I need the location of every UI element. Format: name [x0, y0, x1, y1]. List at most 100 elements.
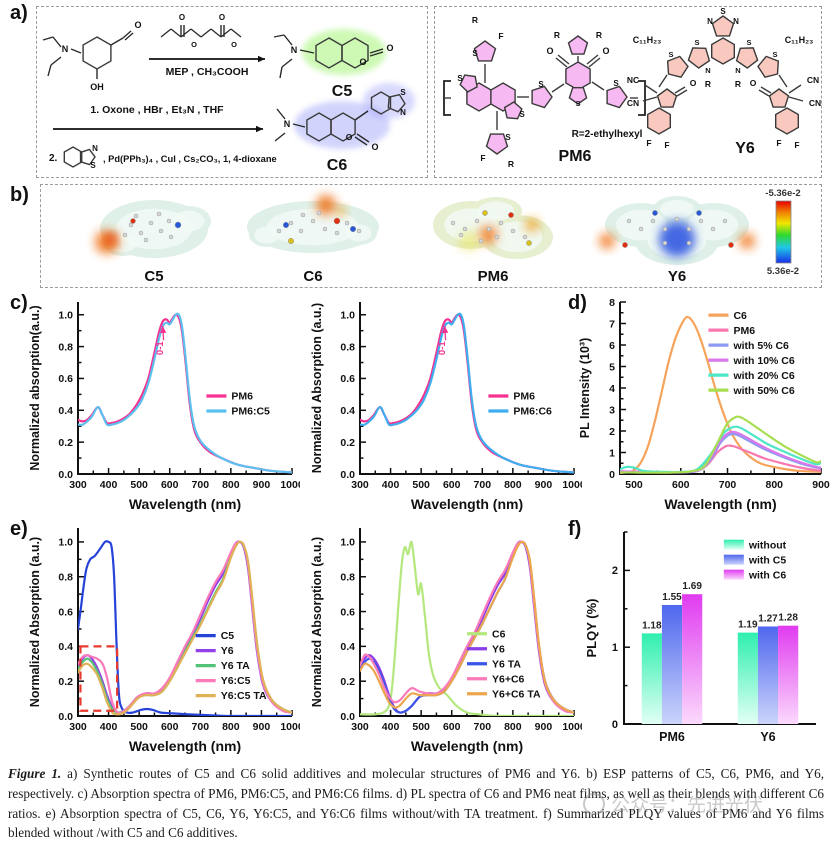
svg-text:900: 900 [535, 479, 553, 491]
svg-text:700: 700 [192, 479, 210, 491]
svg-text:800: 800 [765, 479, 783, 491]
svg-text:R: R [735, 79, 741, 89]
svg-text:0.4: 0.4 [58, 405, 73, 417]
panel-d-label: d) [568, 292, 587, 314]
panel-c-label: c) [10, 292, 28, 314]
svg-text:500: 500 [130, 721, 148, 733]
esp-patterns: C5 C6 PM6 Y6 -5.36e-2 5.36e-2 [95, 188, 801, 285]
svg-text:Normalized Absorption (a.u.): Normalized Absorption (a.u.) [28, 537, 42, 707]
svg-text:S: S [472, 49, 478, 58]
figure-caption-text: a) Synthetic routes of C5 and C6 solid a… [8, 766, 825, 841]
svg-text:N: N [705, 66, 710, 75]
svg-text:N: N [733, 17, 739, 26]
svg-text:with 10% C6: with 10% C6 [732, 355, 794, 367]
svg-text:600: 600 [443, 721, 461, 733]
series-Y6+C6 TA [360, 540, 574, 714]
svg-text:S: S [668, 50, 673, 59]
svg-text:R: R [705, 79, 711, 89]
svg-text:O: O [386, 43, 393, 53]
svg-text:N: N [707, 17, 713, 26]
svg-text:2: 2 [609, 426, 615, 438]
svg-text:Wavelength (nm): Wavelength (nm) [664, 496, 776, 512]
svg-text:500: 500 [625, 479, 643, 491]
svg-text:500: 500 [130, 479, 148, 491]
svg-text:F: F [794, 140, 799, 150]
figure-number: Figure 1. [8, 766, 62, 781]
bar-PM6-with C6 [682, 594, 703, 724]
svg-text:Y6:C5: Y6:C5 [221, 675, 251, 687]
bar-Y6-with C6 [778, 625, 799, 724]
svg-text:600: 600 [161, 721, 179, 733]
panel-b-label: b) [10, 184, 29, 206]
panel-e-label: e) [10, 518, 28, 540]
svg-text:CN: CN [627, 98, 639, 108]
series-C6 [360, 540, 574, 716]
svg-text:C6: C6 [327, 157, 348, 174]
svg-text:0.2: 0.2 [340, 676, 355, 688]
svg-text:1.0: 1.0 [58, 310, 73, 322]
svg-text:S: S [457, 74, 463, 83]
svg-text:600: 600 [672, 479, 690, 491]
svg-text:0.8: 0.8 [340, 572, 355, 584]
svg-text:C₁₁H₂₃: C₁₁H₂₃ [785, 35, 814, 45]
svg-text:C₁₁H₂₃: C₁₁H₂₃ [633, 35, 662, 45]
svg-text:900: 900 [253, 721, 271, 733]
svg-text:0.0: 0.0 [340, 711, 355, 723]
svg-text:2.: 2. [49, 153, 58, 164]
svg-text:, Pd(PPh₃)₄ , CuI , Cs₂CO₃, 1,: , Pd(PPh₃)₄ , CuI , Cs₂CO₃, 1, 4-dioxane [103, 154, 277, 164]
chart-svg-d: 500 600 700 800 900 0 1 2 3 4 5 6 7 8 Wavelength (nm) P… [578, 297, 830, 512]
svg-text:700: 700 [474, 479, 492, 491]
svg-text:Y6 TA: Y6 TA [221, 660, 250, 672]
svg-text:0: 0 [609, 469, 615, 481]
svg-text:1.28: 1.28 [778, 613, 798, 624]
synthetic-route-scheme: N O OH O O O O MEP , CH₃COOH N O O C5 1. Oxone , HBr… [42, 13, 415, 174]
panel-f-label: f) [568, 518, 582, 540]
svg-text:with C6: with C6 [748, 570, 786, 582]
svg-text:900: 900 [253, 479, 271, 491]
svg-text:0.4: 0.4 [340, 405, 355, 417]
svg-text:Normalized absorption(a.u.): Normalized absorption(a.u.) [28, 305, 42, 470]
svg-text:PM6: PM6 [733, 325, 755, 337]
svg-text:600: 600 [443, 479, 461, 491]
svg-text:1.0: 1.0 [340, 310, 355, 322]
series-PM6 [78, 313, 292, 474]
svg-text:PL Intensity (10³): PL Intensity (10³) [578, 338, 592, 438]
svg-text:1. Oxone , HBr , Et₃N , THF: 1. Oxone , HBr , Et₃N , THF [90, 104, 224, 116]
svg-text:S: S [400, 88, 406, 97]
svg-text:400: 400 [100, 721, 118, 733]
bar-Y6-without [737, 632, 758, 724]
svg-text:900: 900 [812, 479, 830, 491]
svg-text:Y6+C6 TA: Y6+C6 TA [492, 688, 541, 700]
svg-text:1: 1 [609, 447, 615, 459]
svg-text:Y6:C5 TA: Y6:C5 TA [221, 690, 267, 702]
svg-text:O: O [750, 78, 757, 88]
pm6-y6-structures: SSSFRSFRSOOSRRSnR=2-ethylhexylPM6NNSSSSS… [443, 7, 821, 169]
svg-text:0.4: 0.4 [340, 641, 355, 653]
svg-text:0.4: 0.4 [58, 641, 73, 653]
svg-text:N: N [400, 108, 406, 117]
svg-text:0.2: 0.2 [340, 437, 355, 449]
svg-text:0.6: 0.6 [58, 606, 73, 618]
molecular-structures-box: SSSFRSFRSOOSRRSnR=2-ethylhexylPM6NNSSSSS… [434, 6, 822, 178]
svg-text:300: 300 [69, 721, 87, 733]
svg-text:900: 900 [535, 721, 553, 733]
svg-text:PM6: PM6 [513, 391, 535, 403]
svg-text:Y6: Y6 [735, 140, 755, 157]
series-PM6:C6 [360, 312, 574, 474]
svg-text:Wavelength (nm): Wavelength (nm) [129, 496, 241, 512]
svg-text:600: 600 [161, 479, 179, 491]
panel-a-label: a) [10, 2, 28, 24]
svg-text:1.27: 1.27 [758, 613, 778, 624]
plqy-bar-chart: 0 1 2 PLQY (%) PM6 1.18 1.55 1.69 Y6 1.19 1.27 1.28… [582, 518, 828, 756]
svg-text:Y6 TA: Y6 TA [492, 658, 521, 670]
svg-text:300: 300 [351, 721, 369, 733]
svg-text:400: 400 [382, 479, 400, 491]
svg-text:1.69: 1.69 [682, 581, 702, 592]
figure-caption: Figure 1. a) Synthetic routes of C5 and … [8, 764, 824, 841]
svg-text:800: 800 [504, 721, 522, 733]
svg-text:S: S [746, 38, 751, 47]
